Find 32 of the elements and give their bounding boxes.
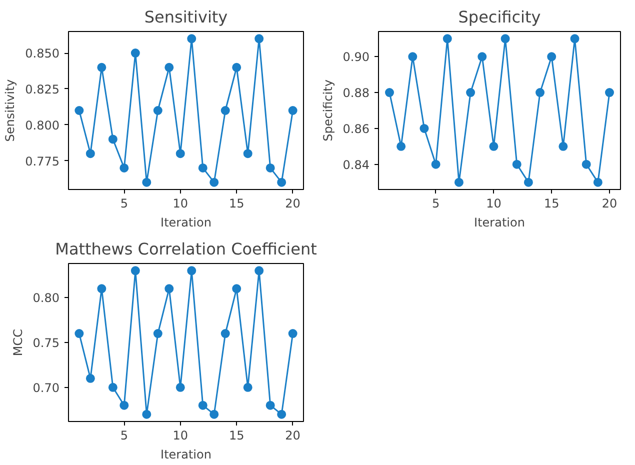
- y-axis-title: Specificity: [320, 80, 335, 142]
- x-tick-label: 5: [432, 196, 440, 210]
- x-tick-label: 20: [285, 196, 300, 210]
- x-tick-label: 5: [120, 196, 128, 210]
- y-axis-title: Sensitivity: [3, 79, 18, 142]
- x-tick-label: 20: [285, 428, 300, 442]
- x-tick-label: 15: [228, 428, 244, 442]
- y-tick-label: 0.80: [32, 291, 60, 306]
- y-tick-label: 0.850: [25, 46, 60, 61]
- x-tick-label: 15: [544, 196, 560, 210]
- x-tick-label: 20: [602, 196, 618, 210]
- y-tick-label: 0.825: [25, 82, 60, 96]
- y-tick-label: 0.775: [25, 154, 60, 168]
- x-tick-label: 10: [172, 428, 188, 442]
- y-tick-label: 0.75: [32, 336, 60, 350]
- x-tick-label: 5: [120, 428, 128, 442]
- y-tick-label: 0.86: [342, 122, 370, 136]
- chart-title: Sensitivity: [144, 8, 228, 26]
- y-tick-label: 0.800: [25, 118, 60, 132]
- y-tick-label: 0.84: [342, 158, 370, 172]
- chart-title: Matthews Correlation Coefficient: [55, 240, 317, 258]
- x-axis-title: Iteration: [474, 216, 525, 230]
- y-tick-label: 0.88: [342, 86, 370, 100]
- y-tick-label: 0.70: [32, 380, 60, 395]
- chart-title: Specificity: [458, 8, 541, 26]
- x-axis-title: Iteration: [160, 216, 212, 230]
- x-tick-label: 15: [228, 196, 244, 210]
- x-axis-title: Iteration: [160, 448, 212, 462]
- x-tick-label: 10: [172, 196, 188, 210]
- y-axis-title: MCC: [10, 328, 25, 356]
- x-tick-label: 10: [486, 196, 502, 210]
- y-tick-label: 0.90: [342, 50, 370, 64]
